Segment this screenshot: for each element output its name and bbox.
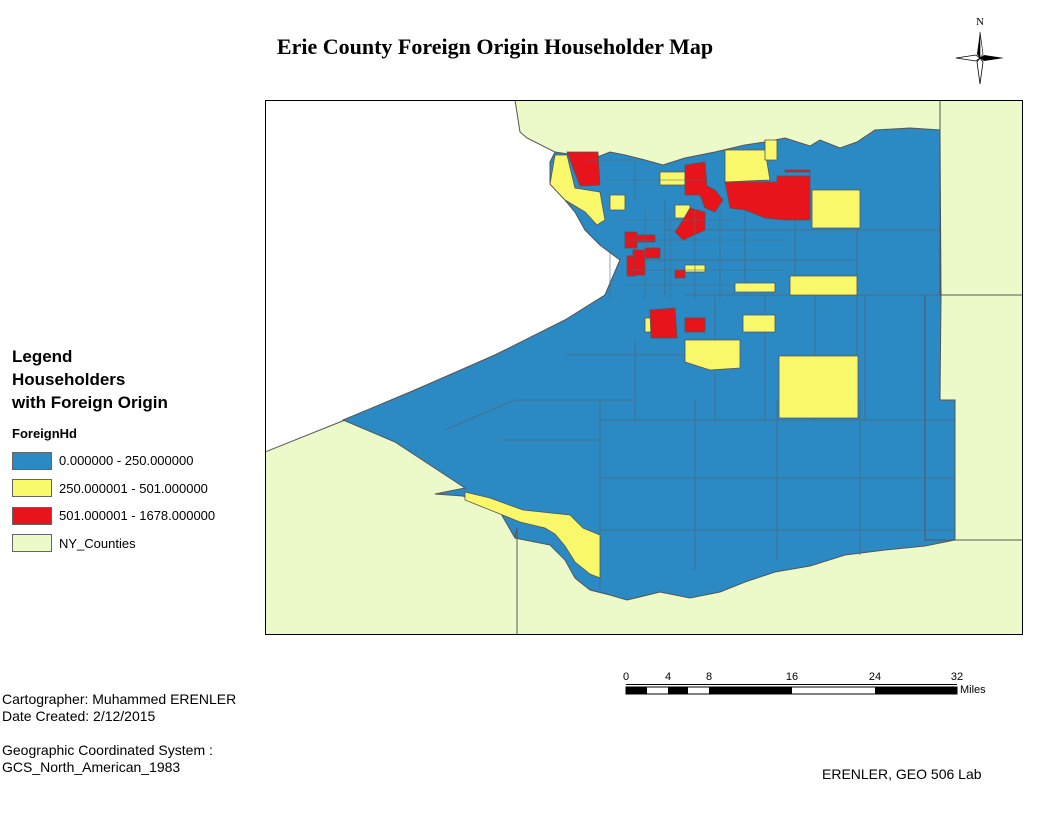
coordinate-system-value: GCS_North_American_1983 (2, 759, 181, 775)
legend-title-line: Legend (12, 347, 73, 366)
legend-swatch (12, 534, 52, 553)
coordinate-system-label: Geographic Coordinated System : (2, 742, 213, 758)
lab-credit: ERENLER, GEO 506 Lab (822, 766, 982, 782)
cartographer-text: Cartographer: Muhammed ERENLER (2, 691, 237, 707)
scale-tick-label: 0 (623, 671, 629, 683)
erie-county-map (265, 100, 1023, 635)
legend-item: NY_Counties (12, 530, 262, 558)
scale-tick-label: 4 (665, 671, 671, 683)
legend-swatch (12, 506, 52, 525)
scale-tick-label: 32 (951, 671, 963, 683)
legend-item-label: 0.000000 - 250.000000 (59, 453, 194, 469)
legend-title-line: Householders (12, 370, 126, 389)
date-created-text: Date Created: 2/12/2015 (2, 708, 156, 724)
legend-item: 501.000001 - 1678.000000 (12, 502, 262, 530)
compass-rose-icon (955, 31, 1004, 85)
city-tract-boundaries (585, 159, 785, 300)
legend-field-name: ForeignHd (12, 426, 77, 441)
legend-item-label: 501.000001 - 1678.000000 (59, 508, 216, 524)
tracts-250-501 (464, 139, 861, 579)
county-boundaries (514, 100, 1023, 635)
legend-swatch (12, 451, 52, 470)
legend-title-line: with Foreign Origin (12, 393, 168, 412)
legend-item: 250.000001 - 501.000000 (12, 475, 262, 503)
scale-tick-label: 24 (869, 671, 881, 683)
legend-item: 0.000000 - 250.000000 (12, 447, 262, 475)
north-label: N (976, 16, 984, 28)
scale-tick-label: 16 (786, 671, 798, 683)
scale-tick-label: 8 (706, 671, 712, 683)
map-border (265, 100, 1023, 635)
map-credits: Cartographer: Muhammed ERENLER Date Crea… (2, 691, 236, 776)
scale-bar: 0 4 8 16 24 32 Miles (623, 671, 986, 696)
legend-item-label: 250.000001 - 501.000000 (59, 480, 208, 496)
map-title: Erie County Foreign Origin Householder M… (276, 34, 714, 59)
north-arrow: N (950, 14, 1010, 88)
legend-item-label: NY_Counties (59, 535, 136, 551)
legend-swatch (12, 479, 52, 498)
legend: Legend Householders with Foreign Origin … (12, 345, 262, 557)
scale-unit-label: Miles (960, 684, 986, 696)
tracts-501-1678 (566, 151, 811, 339)
